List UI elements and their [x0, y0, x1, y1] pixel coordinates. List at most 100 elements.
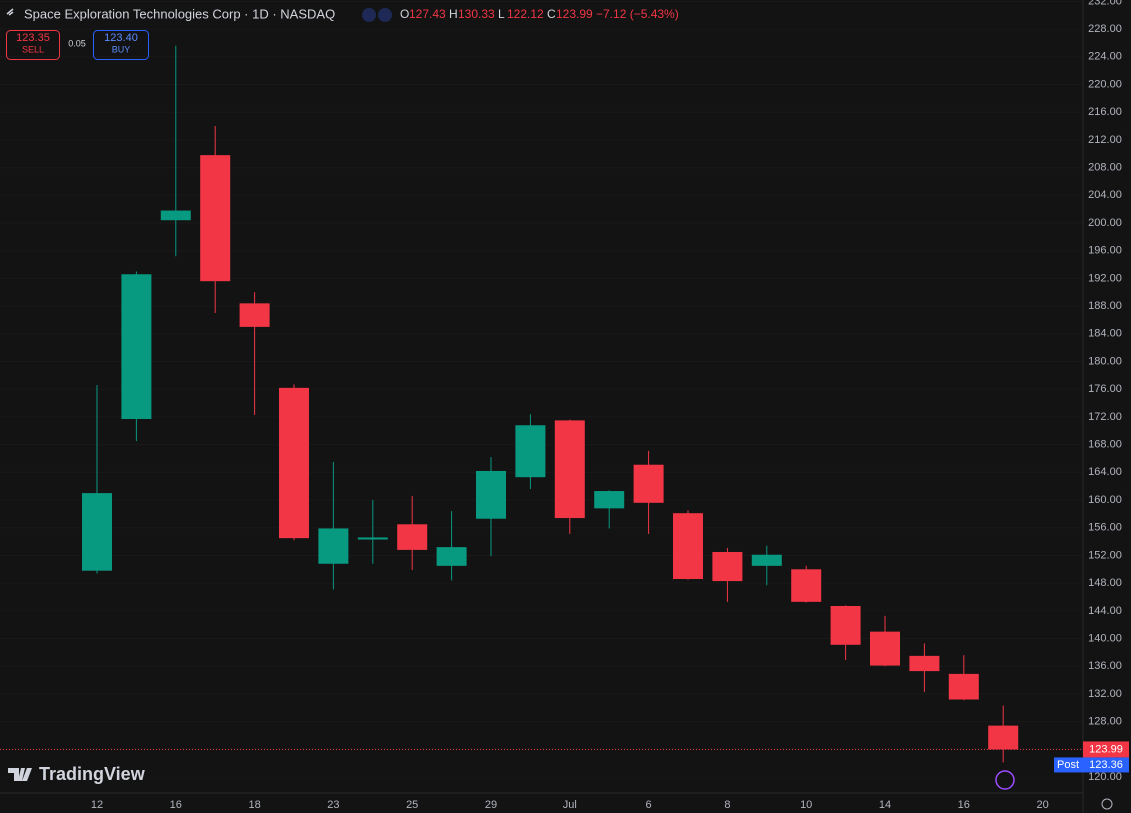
- candle-body: [279, 387, 309, 539]
- candle-body: [357, 537, 388, 540]
- y-tick-label: 120.00: [1088, 771, 1122, 783]
- x-tick-label: 23: [327, 799, 339, 811]
- grid: [0, 0, 1083, 778]
- candle-body: [318, 528, 349, 564]
- x-tick-label: 12: [91, 799, 103, 811]
- y-tick-label: 160.00: [1088, 494, 1122, 506]
- x-tick-label: 16: [170, 799, 182, 811]
- buy-button[interactable]: [93, 30, 149, 60]
- x-tick-label: 20: [1036, 799, 1048, 811]
- ohlc-value: 127.43: [409, 7, 446, 21]
- y-tick-label: 140.00: [1088, 632, 1122, 644]
- candle-body: [554, 420, 585, 519]
- candle-body: [712, 551, 743, 582]
- ohlc-key: O: [400, 7, 409, 21]
- post-tag: [1054, 757, 1083, 773]
- candle-body: [870, 631, 900, 666]
- y-tick-label: 156.00: [1088, 522, 1122, 534]
- candle-body: [751, 554, 782, 566]
- x-tick-label: 25: [406, 799, 418, 811]
- candle-body: [82, 493, 112, 571]
- x-tick-label: 8: [724, 799, 730, 811]
- x-tick-label: 14: [879, 799, 891, 811]
- ohlc-value: 130.33: [458, 7, 495, 21]
- y-tick-label: 224.00: [1088, 51, 1122, 63]
- candle-body: [791, 569, 822, 602]
- post-price-label: 123.36: [1089, 759, 1123, 771]
- x-tick-label: 18: [248, 799, 260, 811]
- y-tick-label: 184.00: [1088, 328, 1122, 340]
- ohlc-value: 122.12: [507, 7, 544, 21]
- x-tick-label: 29: [485, 799, 497, 811]
- buy-label: BUY: [112, 44, 131, 54]
- y-tick-label: 188.00: [1088, 300, 1122, 312]
- candle-body: [988, 725, 1019, 750]
- y-tick-label: 176.00: [1088, 383, 1122, 395]
- y-tick-label: 192.00: [1088, 272, 1122, 284]
- watermark: TradingView: [39, 764, 146, 784]
- buy-price: 123.40: [104, 32, 138, 44]
- logo: [8, 768, 32, 781]
- candle-body: [160, 210, 191, 221]
- y-tick-label: 232.00: [1088, 0, 1122, 7]
- sell-label: SELL: [22, 44, 44, 54]
- y-tick-label: 148.00: [1088, 577, 1122, 589]
- session-icon[interactable]: [362, 8, 376, 22]
- collapse-icon[interactable]: [6, 8, 14, 16]
- ohlc-key: L: [498, 7, 505, 21]
- candle-body: [397, 524, 428, 550]
- candle-body: [436, 547, 467, 566]
- y-tick-label: 208.00: [1088, 162, 1122, 174]
- candle-body: [515, 425, 546, 478]
- y-tick-label: 136.00: [1088, 660, 1122, 672]
- last-price-label: 123.99: [1089, 743, 1123, 755]
- y-tick-label: 204.00: [1088, 189, 1122, 201]
- candle-body: [594, 491, 625, 509]
- spread: 0.05: [68, 38, 86, 48]
- x-tick-label: 6: [646, 799, 652, 811]
- candle-body: [633, 464, 664, 503]
- y-tick-label: 144.00: [1088, 605, 1122, 617]
- settings-icon[interactable]: [1101, 798, 1113, 810]
- x-tick-label: 10: [800, 799, 812, 811]
- x-tick-label: 16: [958, 799, 970, 811]
- y-tick-label: 216.00: [1088, 106, 1122, 118]
- y-tick-label: 228.00: [1088, 23, 1122, 35]
- ohlc-value: 123.99: [556, 7, 593, 21]
- y-tick-label: 200.00: [1088, 217, 1122, 229]
- data-icon[interactable]: [378, 8, 392, 22]
- y-tick-label: 220.00: [1088, 78, 1122, 90]
- x-tick-label: Jul: [563, 799, 577, 811]
- candle-body: [909, 655, 940, 672]
- last-price-box: [1083, 741, 1129, 758]
- y-tick-label: 168.00: [1088, 439, 1122, 451]
- ohlc-key: H: [449, 7, 458, 21]
- change: −7.12 (−5.43%): [596, 7, 679, 21]
- y-tick-label: 212.00: [1088, 134, 1122, 146]
- y-tick-label: 196.00: [1088, 245, 1122, 257]
- post-label: Post: [1057, 759, 1079, 771]
- candle-body: [200, 155, 231, 282]
- y-tick-label: 128.00: [1088, 716, 1122, 728]
- y-tick-label: 172.00: [1088, 411, 1122, 423]
- chart-title: Space Exploration Technologies Corp · 1D…: [24, 6, 335, 21]
- candle-body: [673, 513, 703, 579]
- y-tick-label: 132.00: [1088, 688, 1122, 700]
- post-price-box: [1083, 757, 1129, 773]
- axes: 120.00124.00128.00132.00136.00140.00144.…: [91, 0, 1122, 811]
- candle-body: [830, 606, 861, 645]
- candles: [82, 45, 1019, 763]
- y-tick-label: 180.00: [1088, 355, 1122, 367]
- candle-body: [239, 303, 270, 327]
- candle-body: [476, 470, 506, 519]
- y-tick-label: 152.00: [1088, 549, 1122, 561]
- y-tick-label: 164.00: [1088, 466, 1122, 478]
- candle-body: [948, 673, 979, 700]
- ohlc-key: C: [547, 7, 556, 21]
- replay-icon[interactable]: [995, 770, 1015, 790]
- ohlc-legend: O 127.43 H 130.33 L 122.12 C 123.99: [400, 7, 593, 21]
- sell-button[interactable]: [6, 30, 60, 60]
